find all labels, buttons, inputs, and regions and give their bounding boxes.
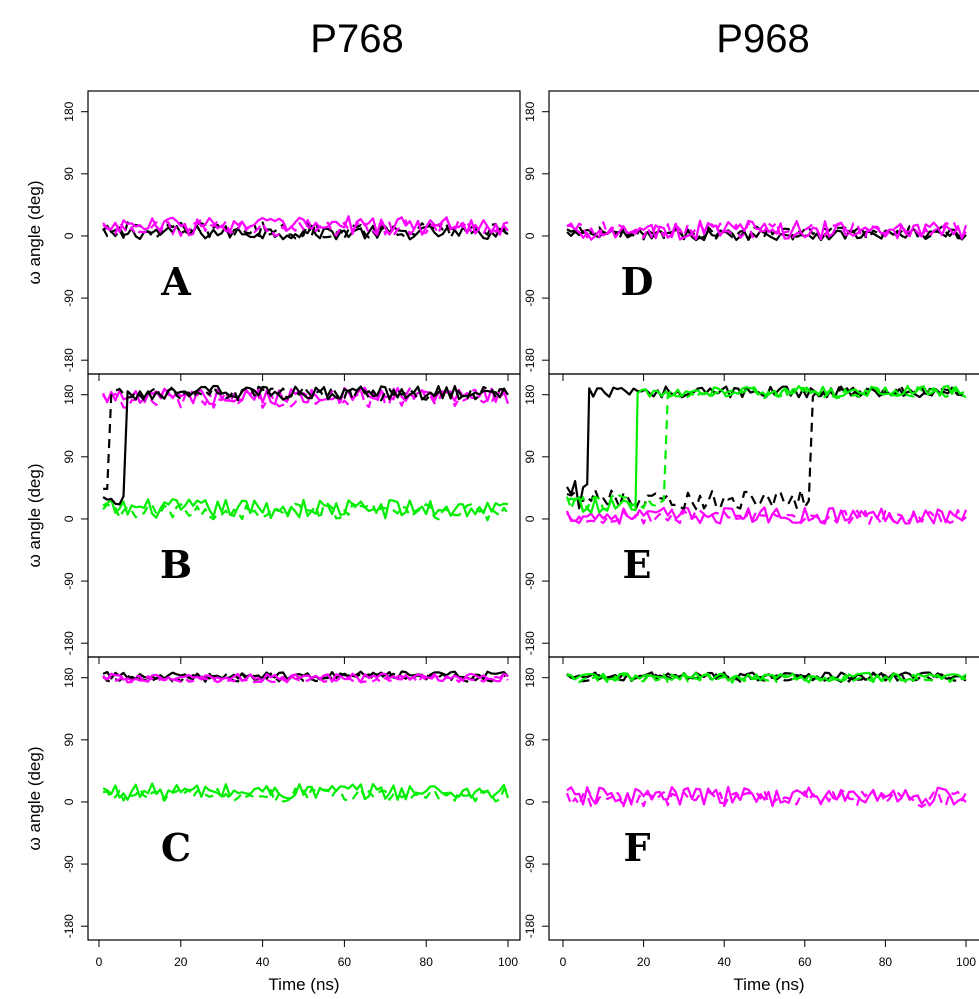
x-tick-label: 20 (174, 955, 188, 969)
panel-b: -180 -90 0 90 180 ω angle (deg) B (25, 373, 521, 664)
panel-e: -180 -90 0 90 180 E (523, 373, 979, 664)
y-tick-label: 90 (62, 450, 76, 464)
panel-label-c: C (161, 825, 191, 870)
y-tick-label: -90 (62, 572, 76, 590)
y-tick-label: 0 (523, 798, 537, 805)
y-tick-label: -180 (523, 348, 537, 372)
y-tick-label: 180 (62, 101, 76, 121)
y-tick-label: 180 (523, 101, 537, 121)
y-axis-label: ω angle (deg) (25, 463, 44, 567)
x-tick-label: 0 (96, 955, 103, 969)
series-green-solid (102, 782, 510, 801)
x-tick-label: 60 (338, 955, 352, 969)
x-tick-label: 40 (256, 955, 270, 969)
panel-f: -180 -90 0 90 180 0 20 40 60 80 100 Time (ns) F (523, 656, 979, 994)
series-magenta-solid (102, 672, 509, 683)
y-tick-label: 0 (62, 515, 76, 522)
y-tick-label: -180 (523, 631, 537, 655)
y-tick-label: 90 (62, 167, 76, 181)
series-green-dashed (102, 502, 509, 522)
panel-label-d: D (621, 259, 654, 304)
series-black-solid (102, 670, 509, 681)
y-tick-label: -90 (523, 855, 537, 873)
series-magenta-dashed (566, 509, 967, 525)
y-tick-label: 0 (523, 515, 537, 522)
series-green-dashed (102, 787, 509, 803)
y-tick-label: 180 (62, 384, 76, 404)
series-magenta-dashed (565, 789, 967, 808)
series-green-dashed (565, 386, 967, 511)
y-tick-label: -180 (62, 348, 76, 372)
column-title-p768: P768 (310, 17, 403, 61)
series-magenta-solid (566, 219, 968, 241)
y-tick-label: -90 (523, 289, 537, 307)
panel-label-b: B (160, 542, 192, 587)
panel-frame (548, 656, 979, 941)
panel-c: -180 -90 0 90 180 ω angle (deg) 0 20 40 60 80 100 Ti… (25, 656, 521, 994)
series-black-solid (566, 385, 965, 510)
panel-frame (87, 656, 521, 941)
series-black-dashed (103, 385, 509, 490)
x-tick-label: 80 (879, 955, 893, 969)
series-magenta-dashed (102, 218, 509, 237)
series-black-solid (102, 384, 509, 506)
y-tick-label: -90 (62, 855, 76, 873)
y-tick-label: 90 (523, 450, 537, 464)
panel-label-e: E (623, 542, 652, 587)
y-tick-label: -180 (523, 914, 537, 938)
y-axis-label: ω angle (deg) (25, 746, 44, 850)
y-tick-label: 180 (62, 667, 76, 687)
column-title-p968: P968 (716, 17, 809, 61)
y-tick-label: 0 (62, 232, 76, 239)
x-tick-label: 0 (560, 955, 567, 969)
x-tick-label: 20 (637, 955, 651, 969)
y-tick-label: -180 (62, 914, 76, 938)
series-green-solid (102, 498, 509, 520)
x-tick-label: 100 (956, 955, 976, 969)
y-tick-label: 0 (523, 232, 537, 239)
series-green-solid (566, 384, 965, 514)
panel-label-a: A (160, 259, 191, 304)
series-green-dashed (566, 673, 967, 684)
x-tick-label: 80 (420, 955, 434, 969)
y-tick-label: 90 (523, 733, 537, 747)
x-axis-label: Time (ns) (268, 975, 339, 994)
y-tick-label: -90 (523, 572, 537, 590)
panels-group: -180 -90 0 90 180 ω angle (deg) A -180 -90 0 90 180… (25, 90, 979, 994)
y-tick-label: -180 (62, 631, 76, 655)
y-tick-label: 180 (523, 667, 537, 687)
series-magenta-dashed (566, 221, 967, 240)
y-tick-label: 0 (62, 798, 76, 805)
series-black-dashed (566, 385, 967, 511)
y-tick-label: 90 (523, 167, 537, 181)
panel-d: -180 -90 0 90 180 D (523, 90, 979, 381)
x-tick-label: 100 (498, 955, 518, 969)
x-axis-label: Time (ns) (733, 975, 804, 994)
y-tick-label: -90 (62, 289, 76, 307)
panel-a: -180 -90 0 90 180 ω angle (deg) A (25, 90, 521, 381)
series-magenta-dashed (102, 387, 509, 409)
y-axis-label: ω angle (deg) (25, 180, 44, 284)
y-tick-label: 90 (62, 733, 76, 747)
x-tick-label: 40 (718, 955, 732, 969)
y-tick-label: 180 (523, 384, 537, 404)
panel-label-f: F (624, 825, 651, 870)
x-tick-label: 60 (798, 955, 812, 969)
series-magenta-solid (102, 215, 509, 237)
